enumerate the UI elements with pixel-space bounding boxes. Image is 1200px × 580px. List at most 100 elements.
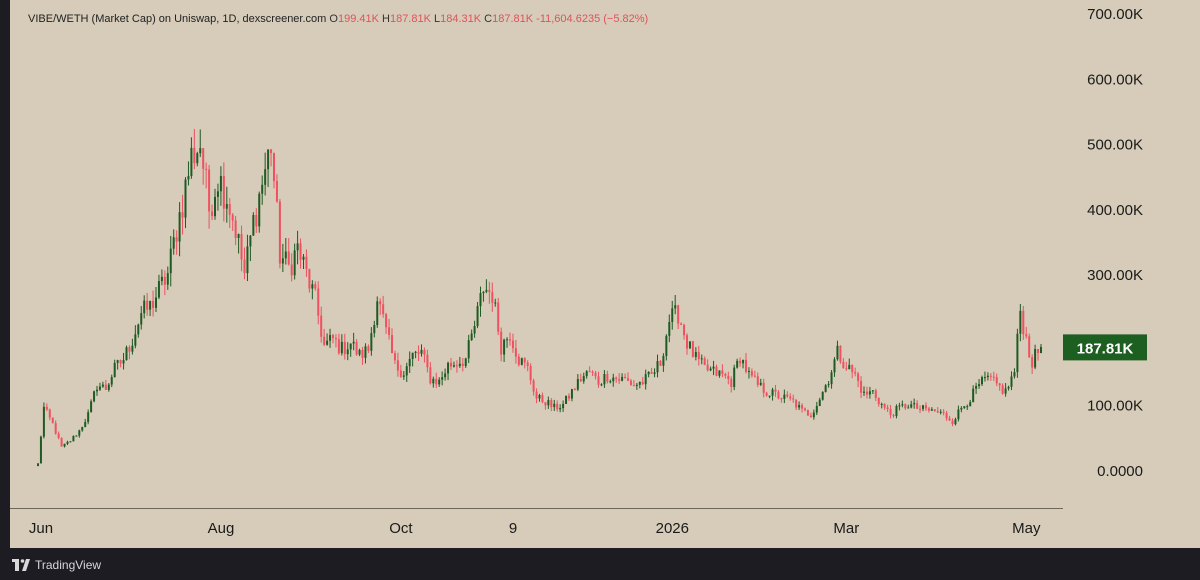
y-tick-label: 400.00K — [1087, 202, 1143, 219]
candle-body — [113, 362, 116, 378]
candle-body — [709, 368, 712, 371]
candle — [193, 128, 196, 170]
tradingview-logo-icon — [12, 559, 30, 571]
candle-body — [650, 371, 653, 374]
candle — [715, 364, 718, 377]
candle — [417, 345, 420, 361]
candle-body — [836, 345, 839, 360]
candle — [739, 357, 742, 367]
candle-body — [874, 390, 877, 398]
candle — [402, 371, 405, 380]
candle — [287, 238, 290, 266]
candle-body — [798, 405, 801, 408]
candle — [500, 327, 503, 362]
candle-body — [762, 382, 765, 393]
candle — [733, 364, 736, 391]
candle — [927, 406, 930, 413]
candle-body — [936, 411, 939, 413]
candle-body — [488, 289, 491, 293]
candle — [116, 359, 119, 370]
candle — [691, 340, 694, 358]
candle — [768, 395, 771, 399]
candle-body — [547, 400, 550, 406]
candle-body — [287, 251, 290, 265]
candle-body — [948, 418, 951, 421]
candle-body — [922, 405, 924, 409]
candle-body — [240, 234, 243, 260]
candle-body — [211, 211, 214, 217]
candle — [270, 149, 273, 167]
candle — [874, 388, 877, 401]
candle — [87, 409, 90, 425]
candle — [225, 186, 228, 223]
candle-body — [402, 375, 405, 377]
price-chart[interactable]: 0.0000100.00K200.00K300.00K400.00K500.00… — [10, 0, 1200, 548]
candle-body — [1001, 385, 1004, 394]
candle-body — [447, 362, 450, 374]
candle — [839, 345, 842, 364]
candle — [240, 225, 243, 272]
candle — [730, 376, 733, 393]
candle — [594, 370, 597, 380]
candle-body — [470, 333, 473, 341]
candle-body — [576, 379, 579, 390]
candle — [326, 333, 329, 346]
candle — [503, 338, 506, 362]
candle-body — [742, 359, 745, 364]
candle-body — [37, 463, 39, 466]
candle — [458, 356, 461, 368]
candle — [172, 229, 175, 255]
candle-body — [780, 398, 783, 400]
candle-body — [497, 302, 500, 332]
candle-body — [441, 377, 444, 380]
candle-body — [789, 396, 792, 399]
candle-body — [479, 293, 482, 307]
candle-body — [653, 372, 656, 374]
candle-body — [110, 377, 113, 385]
candle — [349, 343, 352, 357]
candlestick-chart-svg[interactable]: 0.0000100.00K200.00K300.00K400.00K500.00… — [10, 0, 1200, 548]
candle — [219, 166, 222, 206]
candle-body — [160, 276, 163, 282]
candle — [290, 253, 293, 282]
candle-body — [975, 386, 978, 389]
candle-body — [665, 335, 668, 356]
candle — [665, 334, 668, 361]
candle-body — [892, 415, 895, 417]
candle-body — [270, 149, 273, 154]
candle — [939, 409, 942, 415]
candle — [146, 292, 149, 316]
candle — [877, 397, 880, 407]
candle-body — [128, 347, 131, 352]
candle — [305, 249, 308, 277]
candle — [334, 334, 337, 348]
candle — [842, 357, 845, 369]
candle — [836, 340, 839, 361]
candle-body — [629, 380, 632, 386]
candle — [137, 323, 140, 338]
candle — [131, 338, 134, 355]
candle-body — [972, 388, 975, 403]
candle-body — [600, 384, 603, 386]
candle-body — [423, 349, 426, 355]
candle — [629, 378, 632, 386]
candle — [871, 390, 874, 395]
candle — [473, 320, 476, 338]
candle — [166, 266, 169, 290]
candle — [452, 361, 455, 368]
candle — [674, 294, 677, 315]
candle — [981, 375, 983, 387]
candle-body — [278, 201, 281, 264]
candle — [830, 370, 833, 389]
candle — [208, 164, 211, 229]
candle — [600, 383, 603, 387]
candle-body — [1004, 388, 1007, 394]
candle — [845, 361, 848, 371]
candle-body — [680, 323, 683, 325]
tradingview-logo[interactable]: TradingView — [12, 558, 101, 572]
candle — [727, 371, 730, 385]
candle-body — [444, 373, 447, 378]
last-price-badge-group: 187.81K — [1063, 334, 1147, 361]
candle — [264, 152, 267, 196]
candle-body — [219, 176, 222, 192]
